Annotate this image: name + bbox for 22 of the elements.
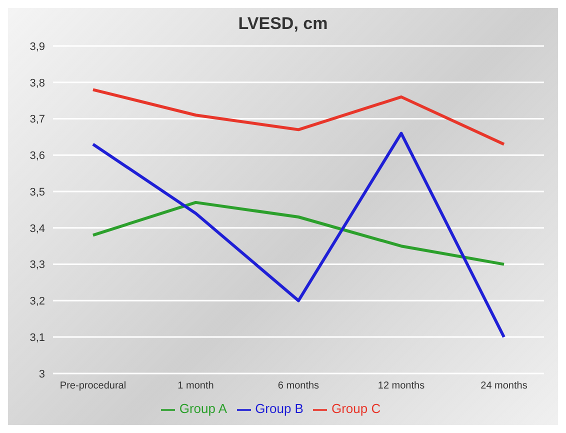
- y-tick-label: 3,9: [30, 40, 45, 53]
- y-tick-label: 3,1: [30, 332, 45, 344]
- x-tick-label: 1 month: [178, 380, 214, 392]
- y-tick-label: 3: [38, 368, 45, 380]
- x-tick-label: Pre-procedural: [60, 380, 126, 392]
- y-tick-label: 3,2: [30, 296, 45, 308]
- y-tick-label: 3,5: [30, 186, 45, 198]
- x-tick-label: 12 months: [378, 380, 425, 392]
- x-tick-label: 24 months: [480, 380, 528, 392]
- y-tick-label: 3,3: [30, 259, 45, 272]
- legend-label: Group B: [255, 401, 304, 416]
- y-tick-label: 3,8: [30, 77, 45, 90]
- legend-label: Group C: [331, 401, 381, 416]
- chart-title: LVESD, cm: [237, 14, 329, 34]
- x-tick-label: 6 months: [278, 380, 320, 392]
- line-series: [92, 88, 506, 146]
- y-tick-label: 3,7: [30, 114, 45, 126]
- y-tick-label: 3,6: [30, 150, 45, 162]
- y-tick-label: 3,4: [30, 222, 45, 235]
- line-series: [92, 200, 506, 266]
- legend-label: Group A: [179, 401, 228, 416]
- line-series: [92, 132, 506, 339]
